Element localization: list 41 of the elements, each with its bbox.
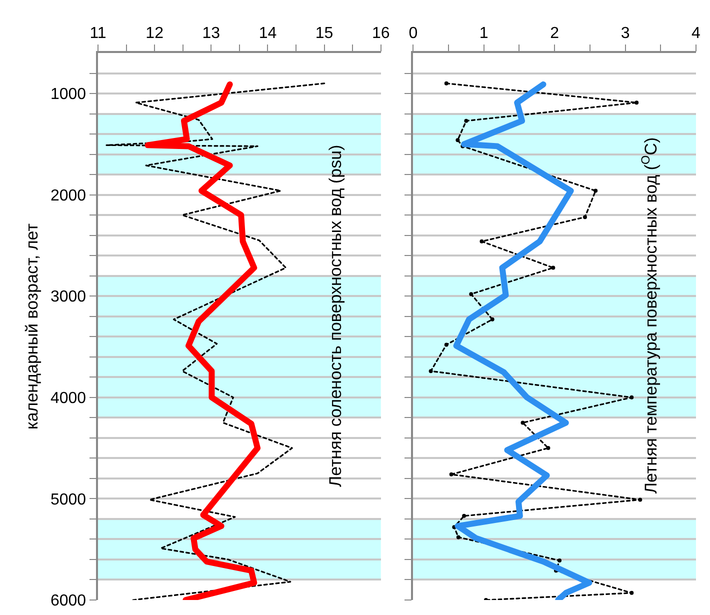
point — [456, 535, 460, 540]
x-tick-label: 16 — [372, 24, 390, 42]
point — [480, 239, 484, 244]
point — [490, 317, 494, 322]
x-tick-label: 4 — [692, 24, 701, 42]
x-tick-label: 2 — [550, 24, 560, 42]
point — [469, 292, 474, 296]
x-tick-label: 11 — [90, 24, 106, 42]
point — [634, 100, 639, 105]
y-tick-label: 6000 — [50, 592, 86, 610]
point — [558, 558, 562, 562]
point — [582, 215, 587, 220]
x-tick-label: 12 — [146, 24, 164, 42]
point — [449, 472, 454, 476]
x-tick-label: 15 — [315, 24, 334, 42]
point — [462, 514, 466, 518]
y-axis-title: календарный возраст, лет — [22, 223, 42, 430]
point — [444, 342, 448, 347]
point — [428, 369, 433, 374]
point — [594, 188, 598, 193]
point — [444, 81, 448, 86]
y-tick-label: 3000 — [50, 288, 86, 306]
point — [638, 498, 642, 502]
point — [630, 395, 634, 400]
point — [464, 118, 468, 123]
y-tick-label: 4000 — [50, 390, 86, 408]
point — [456, 138, 460, 142]
x-tick-label: 1 — [479, 24, 488, 42]
x-tick-label: 13 — [202, 24, 220, 42]
y-tick-label: 5000 — [50, 491, 86, 508]
point — [546, 446, 550, 450]
x-tick-label: 14 — [258, 24, 277, 42]
annotation: Летняя соленость поверхностных вод (psu) — [326, 144, 345, 487]
y-tick-label: 1000 — [50, 86, 86, 104]
line-series — [106, 82, 326, 600]
point — [630, 590, 634, 595]
y-tick-label: 2000 — [50, 187, 86, 204]
point — [520, 420, 525, 425]
point — [551, 266, 556, 270]
x-tick-label: 0 — [408, 24, 418, 42]
x-tick-label: 3 — [620, 24, 630, 42]
